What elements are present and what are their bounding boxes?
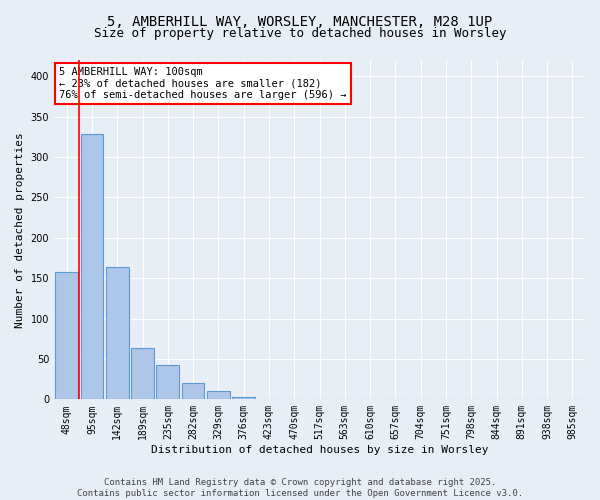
Bar: [157, 366, 179, 400]
Bar: [257, 398, 280, 400]
Y-axis label: Number of detached properties: Number of detached properties: [15, 132, 25, 328]
X-axis label: Distribution of detached houses by size in Worsley: Distribution of detached houses by size …: [151, 445, 488, 455]
Text: 5, AMBERHILL WAY, WORSLEY, MANCHESTER, M28 1UP: 5, AMBERHILL WAY, WORSLEY, MANCHESTER, M…: [107, 15, 493, 29]
Bar: [55, 272, 78, 400]
Bar: [182, 383, 205, 400]
Bar: [207, 392, 230, 400]
Bar: [131, 348, 154, 400]
Text: 5 AMBERHILL WAY: 100sqm
← 23% of detached houses are smaller (182)
76% of semi-d: 5 AMBERHILL WAY: 100sqm ← 23% of detache…: [59, 67, 347, 100]
Bar: [106, 267, 128, 400]
Bar: [80, 134, 103, 400]
Bar: [232, 397, 255, 400]
Text: Size of property relative to detached houses in Worsley: Size of property relative to detached ho…: [94, 28, 506, 40]
Text: Contains HM Land Registry data © Crown copyright and database right 2025.
Contai: Contains HM Land Registry data © Crown c…: [77, 478, 523, 498]
